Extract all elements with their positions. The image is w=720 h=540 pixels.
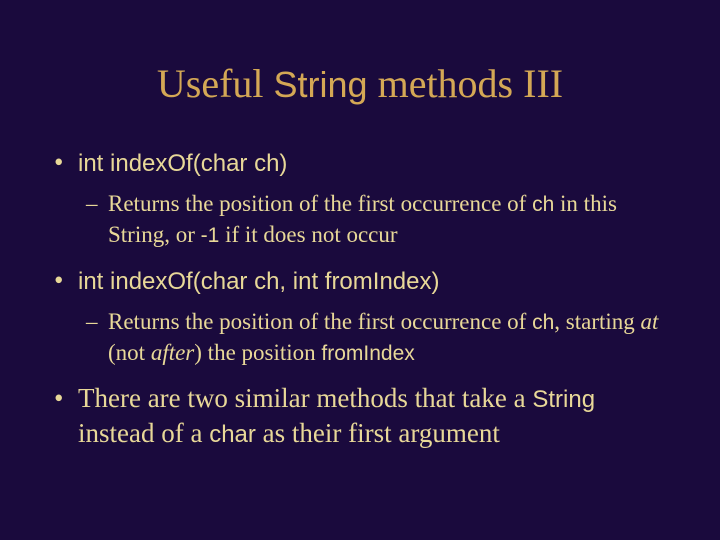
- bullet-item: int indexOf(char ch): [50, 145, 670, 180]
- sub-item: Returns the position of the first occurr…: [50, 306, 670, 369]
- bullet-item: int indexOf(char ch, int fromIndex): [50, 263, 670, 298]
- code-text: -1: [201, 224, 220, 247]
- code-text: fromIndex: [321, 342, 414, 365]
- sub-item: Returns the position of the first occurr…: [50, 188, 670, 251]
- method-signature: int indexOf(char ch, int fromIndex): [78, 268, 439, 295]
- bullet-item: There are two similar methods that take …: [50, 381, 670, 451]
- sub-text: ) the position: [194, 340, 321, 365]
- title-prefix: Useful: [157, 61, 274, 106]
- slide: Useful String methods III int indexOf(ch…: [0, 0, 720, 540]
- code-text: String: [532, 386, 595, 413]
- bullet-text: as their first argument: [256, 418, 500, 448]
- method-signature: int indexOf(char ch): [78, 150, 287, 177]
- bullet-list: int indexOf(char ch) Returns the positio…: [50, 145, 670, 451]
- code-text: ch: [532, 311, 554, 334]
- italic-text: at: [641, 309, 659, 334]
- sub-text: (not: [108, 340, 151, 365]
- code-text: char: [209, 421, 256, 448]
- sub-text: Returns the position of the first occurr…: [108, 191, 532, 216]
- title-mono: String: [274, 64, 368, 105]
- slide-title: Useful String methods III: [50, 60, 670, 107]
- title-suffix: methods III: [368, 61, 564, 106]
- code-text: ch: [532, 193, 554, 216]
- sub-text: if it does not occur: [219, 222, 397, 247]
- bullet-text: There are two similar methods that take …: [78, 383, 532, 413]
- italic-text: after: [151, 340, 194, 365]
- sub-text: , starting: [554, 309, 640, 334]
- sub-text: Returns the position of the first occurr…: [108, 309, 532, 334]
- bullet-text: instead of a: [78, 418, 209, 448]
